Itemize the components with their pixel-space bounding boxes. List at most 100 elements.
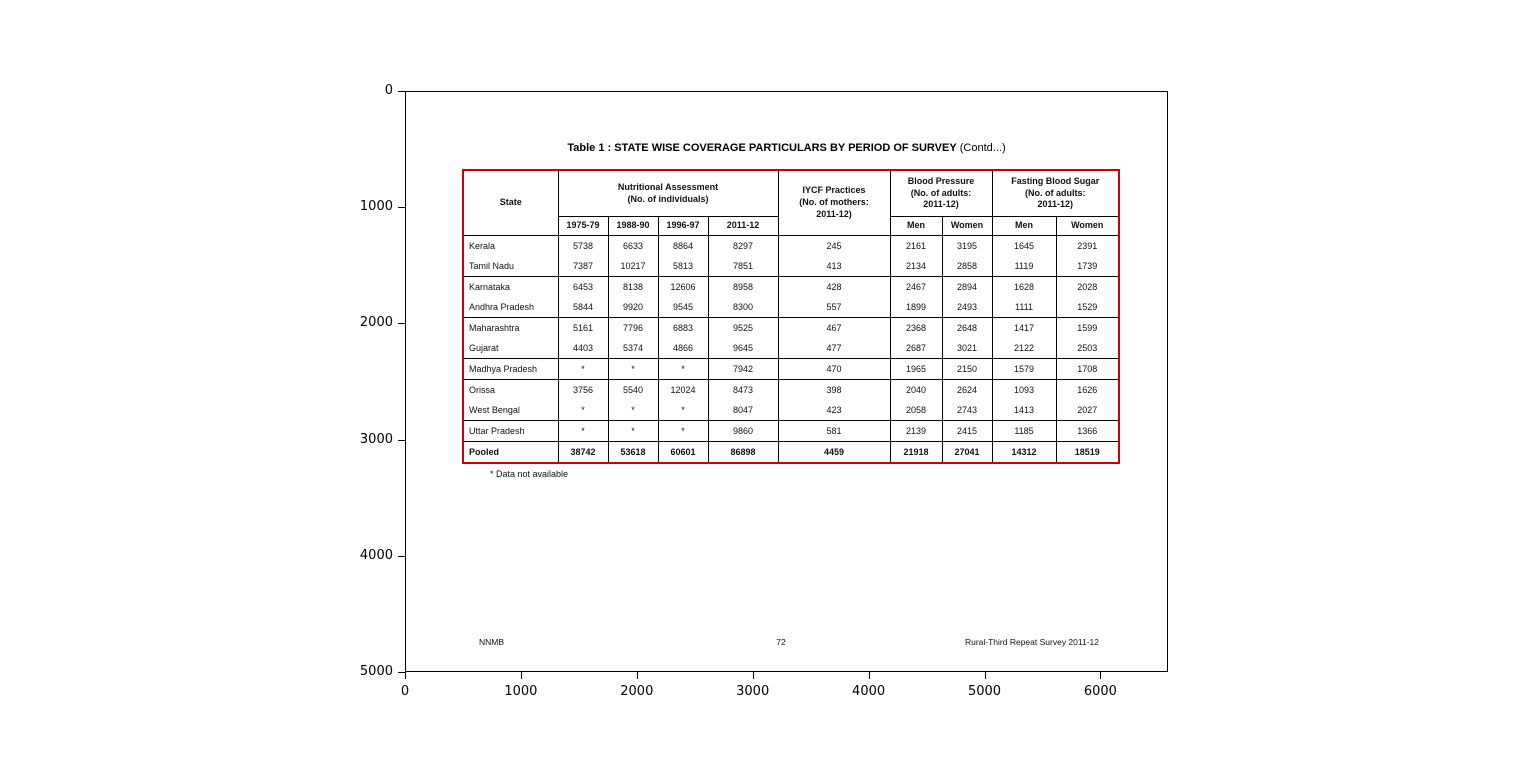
state-cell: Tamil Nadu <box>462 256 559 277</box>
page-number: 72 <box>776 637 786 647</box>
value-cell: 1417 <box>991 317 1057 338</box>
x-tick-label: 3000 <box>736 684 770 699</box>
value-cell: 245 <box>777 235 891 256</box>
col-header-fbs-women: Women <box>1055 216 1120 236</box>
x-tick-label: 2000 <box>620 684 654 699</box>
y-tick-label: 5000 <box>359 664 393 679</box>
state-cell: Gujarat <box>462 338 559 359</box>
value-cell: 5161 <box>557 317 609 338</box>
value-cell: 10217 <box>607 256 659 277</box>
value-cell: 2040 <box>889 379 943 400</box>
plot-area: Table 1 : STATE WISE COVERAGE PARTICULAR… <box>405 91 1168 672</box>
value-cell: 428 <box>777 276 891 297</box>
value-cell: 5738 <box>557 235 609 256</box>
footer-org: NNMB <box>479 637 505 647</box>
table-row: Gujarat 4403 5374 4866 9645 477 2687 3021 2122 25… <box>462 338 1120 359</box>
table-row: Madhya Pradesh * * * 7942 470 1965 2150 1579 1708 <box>462 358 1120 380</box>
table-row: Uttar Pradesh * * * 9860 581 2139 2415 1185 1366 <box>462 420 1120 442</box>
value-cell: 2368 <box>889 317 943 338</box>
state-cell: Madhya Pradesh <box>462 358 559 380</box>
value-cell: 8138 <box>607 276 659 297</box>
value-cell: 5844 <box>557 297 609 318</box>
value-cell: 9860 <box>707 420 779 442</box>
y-tick-label: 3000 <box>359 431 393 447</box>
table-row: Karnataka 6453 8138 12606 8958 428 2467 2894 162… <box>462 276 1120 297</box>
col-header-blood-pressure: Blood Pressure (No. of adults: 2011-12) <box>889 170 993 217</box>
table-row: Pooled 38742 53618 60601 86898 4459 21918 27041… <box>462 441 1120 463</box>
table-row: Orissa 3756 5540 12024 8473 398 2040 2624 1093 16… <box>462 379 1120 400</box>
iycf-label-line2: (No. of mothers: <box>799 197 869 208</box>
value-cell: 3195 <box>941 235 993 256</box>
value-cell: 6633 <box>607 235 659 256</box>
value-cell: 2134 <box>889 256 943 277</box>
value-cell: 21918 <box>889 441 943 463</box>
value-cell: 7796 <box>607 317 659 338</box>
value-cell: 3756 <box>557 379 609 400</box>
value-cell: 413 <box>777 256 891 277</box>
y-tick-label: 4000 <box>359 547 393 563</box>
x-tick-mark <box>520 672 522 679</box>
fbs-label-line2: (No. of adults: <box>1025 187 1086 198</box>
value-cell: 2467 <box>889 276 943 297</box>
value-cell: 2122 <box>991 338 1057 359</box>
table-row: Andhra Pradesh 5844 9920 9545 8300 557 1899 249… <box>462 297 1120 318</box>
value-cell: 8300 <box>707 297 779 318</box>
table-title-contd: (Contd...) <box>959 142 1006 154</box>
value-cell: 2027 <box>1055 400 1120 421</box>
col-header-fasting-blood-sugar: Fasting Blood Sugar (No. of adults: 2011… <box>991 170 1120 217</box>
table-row: Maharashtra 5161 7796 6883 9525 467 2368 2648 14… <box>462 317 1120 338</box>
value-cell: * <box>607 358 659 380</box>
value-cell: 581 <box>777 420 891 442</box>
x-tick-mark <box>984 672 986 679</box>
state-cell: Pooled <box>462 441 559 463</box>
value-cell: 8047 <box>707 400 779 421</box>
fbs-label-line1: Fasting Blood Sugar <box>1011 175 1100 186</box>
footnote: * Data not available <box>490 469 569 479</box>
value-cell: 1185 <box>991 420 1057 442</box>
state-cell: Andhra Pradesh <box>462 297 559 318</box>
value-cell: 2743 <box>941 400 993 421</box>
table-row: Tamil Nadu 7387 10217 5813 7851 413 2134 2858 11… <box>462 256 1120 277</box>
table-title-text: Table 1 : STATE WISE COVERAGE PARTICULAR… <box>567 142 957 154</box>
value-cell: 18519 <box>1055 441 1120 463</box>
value-cell: 2139 <box>889 420 943 442</box>
value-cell: 1965 <box>889 358 943 380</box>
header-group-row: State Nutritional Assessment (No. of ind… <box>462 170 1120 236</box>
value-cell: 2858 <box>941 256 993 277</box>
col-header-bp-men: Men <box>889 216 943 236</box>
y-tick-mark <box>398 439 405 441</box>
value-cell: * <box>657 400 709 421</box>
col-header-bp-women: Women <box>941 216 993 236</box>
value-cell: 6883 <box>657 317 709 338</box>
x-tick-mark <box>868 672 870 679</box>
x-tick-mark <box>752 672 754 679</box>
value-cell: 1529 <box>1055 297 1120 318</box>
value-cell: 1645 <box>991 235 1057 256</box>
value-cell: 8958 <box>707 276 779 297</box>
value-cell: 8297 <box>707 235 779 256</box>
value-cell: 477 <box>777 338 891 359</box>
value-cell: 12024 <box>657 379 709 400</box>
x-tick-mark <box>1100 672 1102 679</box>
col-header-nutritional: Nutritional Assessment (No. of individua… <box>557 170 779 217</box>
col-header-state: State <box>462 170 559 236</box>
value-cell: 2150 <box>941 358 993 380</box>
x-tick-label: 1000 <box>504 684 538 699</box>
value-cell: 53618 <box>607 441 659 463</box>
value-cell: 1413 <box>991 400 1057 421</box>
iycf-label-line1: IYCF Practices <box>802 185 866 196</box>
x-tick-label: 6000 <box>1083 684 1117 699</box>
value-cell: 4459 <box>777 441 891 463</box>
table-row: West Bengal * * * 8047 423 2058 2743 1413 2027 <box>462 400 1120 421</box>
value-cell: 7942 <box>707 358 779 380</box>
bp-label-line1: Blood Pressure <box>907 175 975 186</box>
nutritional-label-line1: Nutritional Assessment <box>617 181 719 192</box>
value-cell: 14312 <box>991 441 1057 463</box>
value-cell: 9645 <box>707 338 779 359</box>
value-cell: 1739 <box>1055 256 1120 277</box>
value-cell: 1579 <box>991 358 1057 380</box>
y-tick-mark <box>398 323 405 325</box>
x-tick-mark <box>636 672 638 679</box>
bp-label-line2: (No. of adults: <box>910 187 972 198</box>
value-cell: 7387 <box>557 256 609 277</box>
